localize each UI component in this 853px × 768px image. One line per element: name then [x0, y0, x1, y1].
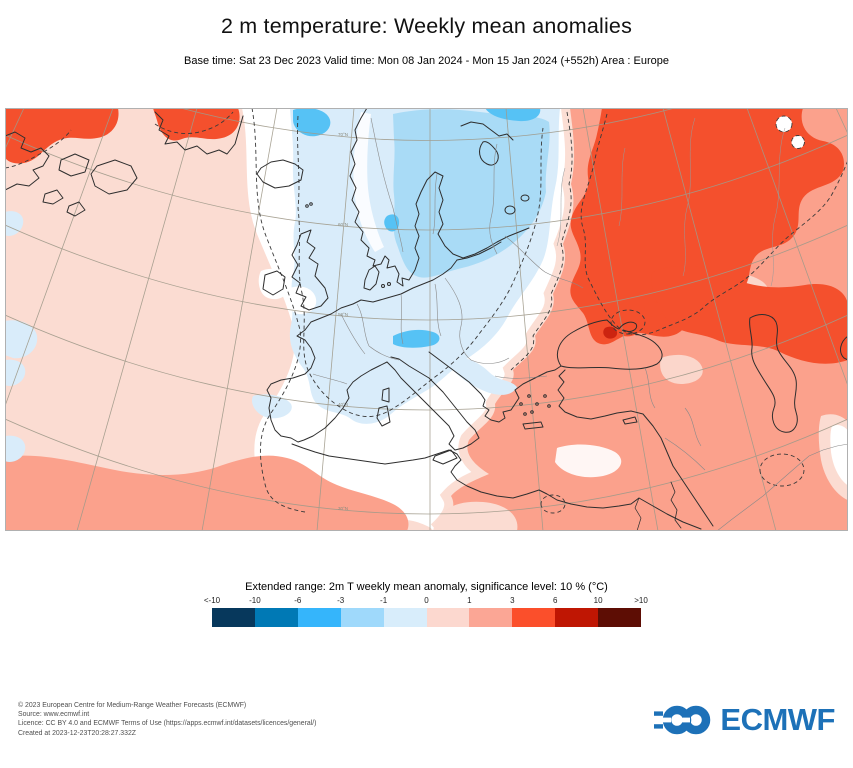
legend-strip: <-10 -10 -6 -3 -1 0 1 3 6 10 >10: [204, 596, 648, 627]
colorbar-tick: 1: [467, 596, 472, 605]
colorbar-tick: 10: [593, 596, 603, 605]
footer-line: Created at 2023-12-23T20:28:27.332Z: [18, 729, 136, 737]
anomaly-map: 70°N 60°N 50°N 40°N 30°N: [5, 108, 848, 531]
colorbar-tick: 0: [424, 596, 429, 605]
page-title: 2 m temperature: Weekly mean anomalies: [220, 14, 633, 38]
colorbar-tick: <-10: [203, 596, 221, 605]
ecmwf-logo: ECMWF: [654, 702, 835, 738]
graticule-label: 70°N: [338, 132, 348, 137]
colorbar-tick: -1: [380, 596, 388, 605]
footer-line: Source: www.ecmwf.int: [18, 711, 90, 719]
colorbar-tick: -6: [294, 596, 302, 605]
colorbar-segment: [297, 608, 341, 627]
colorbar-segment: [383, 608, 427, 627]
colorbar-tick: 3: [510, 596, 515, 605]
colorbar-tick: 6: [552, 596, 558, 605]
graticule-label: 50°N: [338, 312, 348, 317]
ecmwf-logo-text: ECMWF: [720, 702, 835, 737]
colorbar-segment: [254, 608, 298, 627]
footer-credits: © 2023 European Centre for Medium-Range …: [18, 701, 316, 738]
ecmwf-logo-icon: [654, 705, 711, 735]
subtitle: Base time: Sat 23 Dec 2023 Valid time: M…: [183, 55, 669, 67]
colorbar-segment: [469, 608, 513, 627]
colorbar-segment: [512, 608, 556, 627]
borders: [312, 117, 848, 531]
graticule: [5, 108, 848, 531]
footer-line: Licence: CC BY 4.0 and ECMWF Terms of Us…: [18, 720, 317, 728]
map-frame: [5, 108, 848, 531]
colorbar-segment: [598, 608, 642, 627]
colorbar-tick: >10: [634, 596, 648, 605]
colorbar-tick: -3: [337, 596, 345, 605]
colorbar-tick: -10: [249, 596, 261, 605]
graticule-labels: 70°N 60°N 50°N 40°N 30°N: [338, 132, 348, 511]
legend-colorbar: [212, 608, 642, 627]
legend-tick-labels: <-10 -10 -6 -3 -1 0 1 3 6 10 >10: [204, 596, 648, 607]
colorbar-segment: [555, 608, 599, 627]
legend: Extended range: 2m T weekly mean anomaly…: [0, 581, 853, 627]
coastlines: [5, 108, 848, 531]
colorbar-segment: [426, 608, 470, 627]
graticule-label: 40°N: [338, 402, 348, 407]
colorbar-segment: [340, 608, 384, 627]
colorbar-segment: [212, 608, 255, 627]
graticule-label: 60°N: [338, 222, 348, 227]
anomaly-fills: [5, 108, 848, 531]
legend-title: Extended range: 2m T weekly mean anomaly…: [245, 581, 608, 593]
anomaly-map-svg: 70°N 60°N 50°N 40°N 30°N: [5, 108, 848, 531]
graticule-label: 30°N: [338, 506, 348, 511]
significance-contours: [5, 108, 848, 514]
footer-line: © 2023 European Centre for Medium-Range …: [18, 702, 247, 709]
